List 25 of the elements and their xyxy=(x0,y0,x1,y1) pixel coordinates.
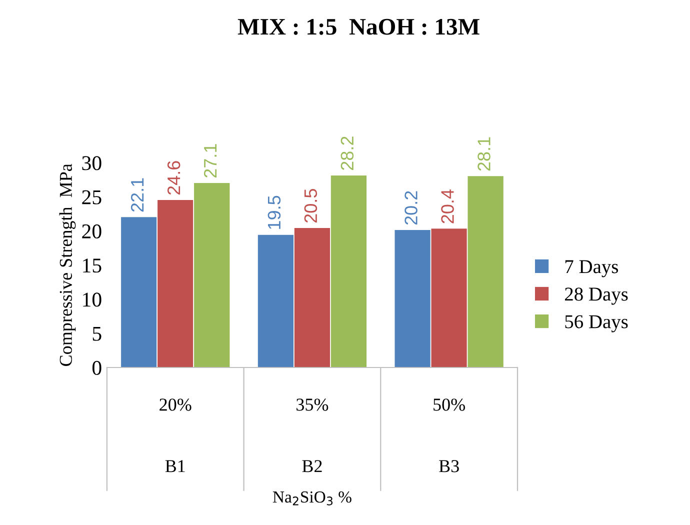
y-tick-label: 5 xyxy=(92,326,102,341)
data-label: 22.1 xyxy=(130,178,144,212)
data-label: 28.1 xyxy=(478,137,490,171)
category-label: 50% B3 xyxy=(434,398,466,472)
legend-label: 56 Days xyxy=(565,315,628,332)
data-label: 28.2 xyxy=(340,136,354,170)
y-tick-label: 0 xyxy=(92,360,102,375)
data-label: 20.5 xyxy=(304,189,318,223)
text: Na$_{2}$SiO$_{3}$ % xyxy=(272,491,352,506)
data-label: 27.1 xyxy=(204,144,217,178)
y-axis-title: Compressive Strength MPa xyxy=(59,164,76,366)
y-tick-label: 10 xyxy=(83,292,102,307)
chart-title: MIX : 1:5 NaOH : 13M xyxy=(238,18,480,35)
y-tick-label: 20 xyxy=(82,224,102,238)
category-label: 20% B1 xyxy=(160,398,192,472)
data-label: 20.2 xyxy=(404,191,418,225)
y-tick-label: 30 xyxy=(82,156,102,170)
category-label: 35% B2 xyxy=(296,398,328,472)
legend-label: 7 Days xyxy=(565,260,618,278)
y-tick-label: 25 xyxy=(82,190,102,204)
legend-label: 28 Days xyxy=(565,288,628,305)
data-label: 20.4 xyxy=(441,189,454,224)
data-label: 24.6 xyxy=(167,161,180,195)
y-tick-label: 15 xyxy=(83,258,102,273)
data-label: 19.5 xyxy=(268,196,281,229)
